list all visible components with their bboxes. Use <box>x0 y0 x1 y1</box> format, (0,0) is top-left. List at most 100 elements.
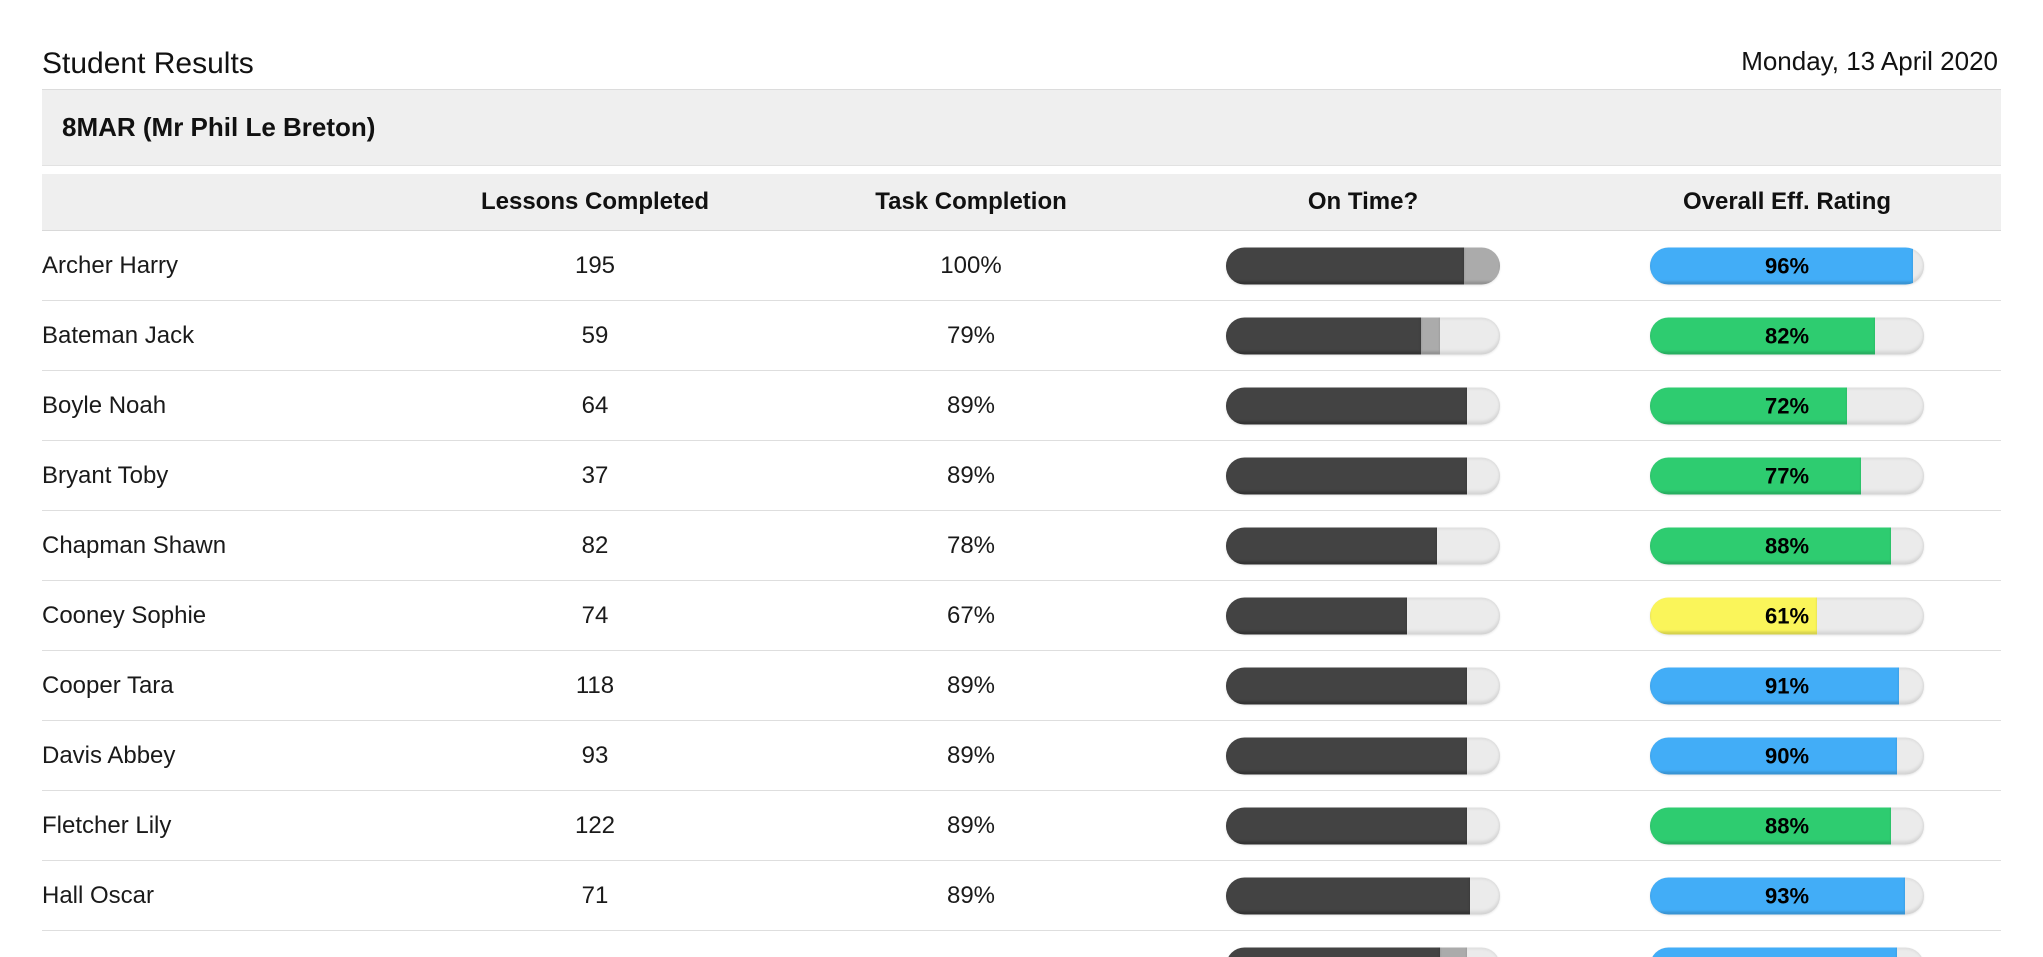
column-header-overall-eff-rating: Overall Eff. Rating <box>1682 188 1892 215</box>
lessons-completed-value: 71 <box>581 881 609 909</box>
rating-value-label: 88% <box>1764 813 1810 838</box>
on-time-bar-on-time-segment <box>1226 667 1468 704</box>
student-name: Boyle Noah <box>42 391 167 419</box>
on-time-bar-on-time-segment <box>1226 737 1468 774</box>
lessons-completed-value: 64 <box>581 391 609 419</box>
rating-bar-fill <box>1650 597 1818 634</box>
task-completion-value: 79% <box>946 321 996 349</box>
rating-value-label: 91% <box>1764 673 1810 698</box>
column-header-lessons-completed: Lessons Completed <box>480 188 710 215</box>
student-row: Cooney Sophie 74 67% 61% <box>42 581 2001 651</box>
rating-bar-fill <box>1650 527 1892 564</box>
rating-value-label: 96% <box>1764 253 1810 278</box>
lessons-completed-value: 122 <box>574 811 616 839</box>
rating-value-label: 82% <box>1764 323 1810 348</box>
overall-eff-rating-bar: 96% <box>1650 247 1924 284</box>
student-row: Bryant Toby 37 89% 77% <box>42 441 2001 511</box>
rating-bar-fill <box>1650 247 1914 284</box>
on-time-bar <box>1226 877 1500 914</box>
on-time-bar-on-time-segment <box>1226 527 1437 564</box>
on-time-bar-on-time-segment <box>1226 807 1468 844</box>
student-name: Cooper Tara <box>42 671 174 699</box>
on-time-bar-on-time-segment <box>1226 597 1407 634</box>
on-time-bar <box>1226 457 1500 494</box>
overall-eff-rating-bar: 77% <box>1650 457 1924 494</box>
page-title: Student Results <box>42 47 254 80</box>
student-row: Davis Abbey 93 89% 90% <box>42 721 2001 791</box>
rating-value-label: 77% <box>1764 463 1810 488</box>
on-time-bar <box>1226 947 1500 957</box>
student-row: Boyle Noah 64 89% 72% <box>42 371 2001 441</box>
task-completion-value: 67% <box>946 601 996 629</box>
lessons-completed-value: 59 <box>581 321 609 349</box>
on-time-bar-on-time-segment <box>1226 947 1440 957</box>
overall-eff-rating-bar: 61% <box>1650 597 1924 634</box>
student-name: Davis Abbey <box>42 741 176 769</box>
rating-bar-fill <box>1650 947 1897 957</box>
on-time-bar <box>1226 247 1500 284</box>
student-row <box>42 931 2001 957</box>
student-name: Cooney Sophie <box>42 601 207 629</box>
overall-eff-rating-bar: 88% <box>1650 527 1924 564</box>
on-time-bar-late-segment <box>1420 317 1440 354</box>
student-name: Bryant Toby <box>42 461 169 489</box>
on-time-bar <box>1226 807 1500 844</box>
on-time-bar <box>1226 737 1500 774</box>
on-time-bar <box>1226 317 1500 354</box>
class-group-header: 8MAR (Mr Phil Le Breton) <box>42 89 2001 166</box>
overall-eff-rating-bar <box>1650 947 1924 957</box>
on-time-bar <box>1226 597 1500 634</box>
report-date: Monday, 13 April 2020 <box>1741 46 1998 76</box>
rating-bar-fill <box>1650 737 1897 774</box>
band-spacer <box>0 166 2043 174</box>
on-time-bar-late-segment <box>1464 247 1500 284</box>
rating-value-label: 93% <box>1764 883 1810 908</box>
student-name: Archer Harry <box>42 251 179 279</box>
on-time-bar-on-time-segment <box>1226 317 1421 354</box>
rating-bar-fill <box>1650 457 1861 494</box>
lessons-completed-value: 74 <box>581 601 609 629</box>
task-completion-value: 89% <box>946 741 996 769</box>
on-time-bar-on-time-segment <box>1226 877 1470 914</box>
rating-bar-fill <box>1650 877 1905 914</box>
column-header-task-completion: Task Completion <box>875 188 1067 215</box>
lessons-completed-value: 82 <box>581 531 609 559</box>
lessons-completed-value: 93 <box>581 741 609 769</box>
on-time-bar <box>1226 667 1500 704</box>
lessons-completed-value: 118 <box>575 671 615 699</box>
task-completion-value: 100% <box>940 251 1002 279</box>
rating-bar-fill <box>1650 387 1848 424</box>
student-name: Fletcher Lily <box>42 811 172 839</box>
rating-bar-fill <box>1650 317 1875 354</box>
task-completion-value: 89% <box>946 671 996 699</box>
rating-value-label: 72% <box>1764 393 1810 418</box>
on-time-bar-late-segment <box>1439 947 1468 957</box>
task-completion-value: 89% <box>946 461 996 489</box>
task-completion-value: 89% <box>946 391 996 419</box>
student-row: Archer Harry 195 100% 96% <box>42 231 2001 301</box>
overall-eff-rating-bar: 91% <box>1650 667 1924 704</box>
student-row: Bateman Jack 59 79% 82% <box>42 301 2001 371</box>
on-time-bar <box>1226 527 1500 564</box>
class-group-label: 8MAR (Mr Phil Le Breton) <box>62 112 376 142</box>
overall-eff-rating-bar: 72% <box>1650 387 1924 424</box>
on-time-bar-on-time-segment <box>1226 457 1468 494</box>
lessons-completed-value: 195 <box>574 251 616 279</box>
table-header-row: Lessons Completed Task Completion On Tim… <box>42 174 2001 231</box>
on-time-bar <box>1226 387 1500 424</box>
rating-value-label: 61% <box>1764 603 1810 628</box>
on-time-bar-on-time-segment <box>1226 387 1468 424</box>
lessons-completed-value: 37 <box>581 461 609 489</box>
rating-value-label: 90% <box>1764 743 1810 768</box>
student-name: Bateman Jack <box>42 321 195 349</box>
student-row: Hall Oscar 71 89% 93% <box>42 861 2001 931</box>
rating-bar-fill <box>1650 667 1900 704</box>
task-completion-value: 89% <box>946 811 996 839</box>
on-time-bar-on-time-segment <box>1226 247 1465 284</box>
rating-bar-fill <box>1650 807 1892 844</box>
student-rows: Archer Harry 195 100% 96% Bateman Jack 5… <box>42 231 2001 957</box>
overall-eff-rating-bar: 90% <box>1650 737 1924 774</box>
overall-eff-rating-bar: 88% <box>1650 807 1924 844</box>
page-header: Student Results Monday, 13 April 2020 <box>0 0 2043 89</box>
overall-eff-rating-bar: 93% <box>1650 877 1924 914</box>
